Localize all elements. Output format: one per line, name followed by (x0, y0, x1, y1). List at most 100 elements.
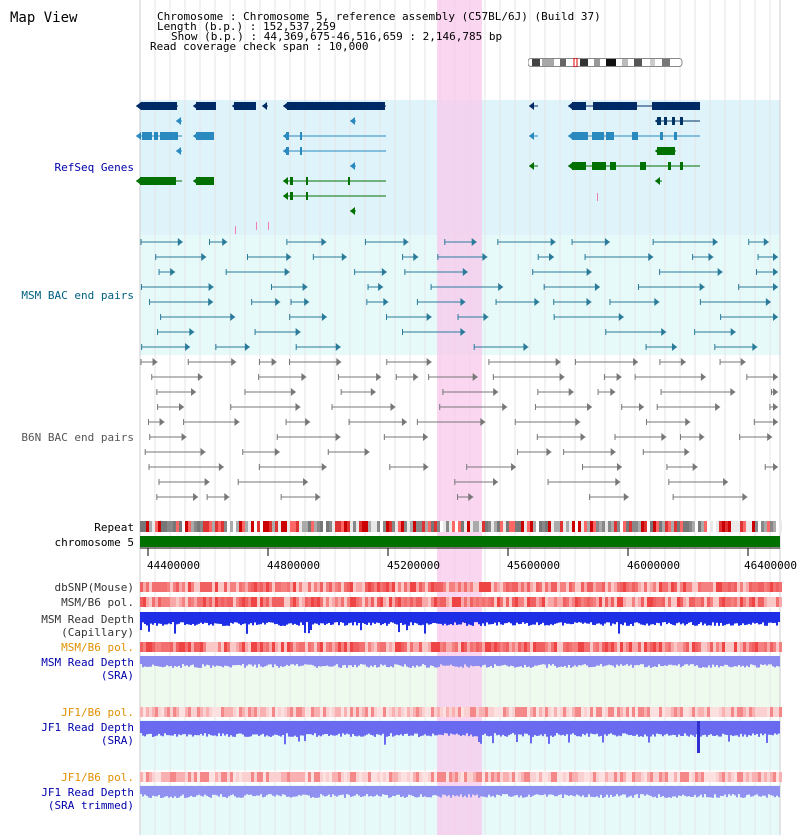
msm-bac-end-pair (692, 253, 714, 261)
msm-bac-end-pair (364, 238, 409, 246)
msm-bac-end-pair (225, 268, 290, 276)
b6n-bac-end-pair (442, 388, 499, 396)
jf1-b6-pol-trimmed-track (140, 772, 782, 782)
msm-read-depth-sra-label[interactable]: MSM Read Depth (41, 656, 134, 669)
msm-bac-end-pair (659, 268, 723, 276)
dbsnp-track (140, 582, 782, 592)
msm-b6-pol-track (140, 597, 782, 607)
b6n-bac-end-pair (389, 463, 429, 471)
gene-feature (136, 132, 182, 140)
msm-bac-end-pair (270, 283, 308, 291)
gene-feature (176, 147, 182, 155)
msm-bac-end-pair (416, 298, 466, 306)
b6n-bac-end-pair (660, 388, 736, 396)
b6n-bac-end-pair (331, 403, 396, 411)
gene-feature (283, 132, 386, 140)
msm-bac-end-pair (401, 328, 466, 336)
page-title: Map View (10, 10, 78, 26)
msm-read-depth-capillary-sublabel: (Capillary) (61, 626, 134, 639)
msm-bac-end-pair (158, 268, 176, 276)
msm-bac-end-pairs-label[interactable]: MSM BAC end pairs (21, 289, 134, 302)
b6n-bac-end-pair (340, 388, 376, 396)
msm-read-depth-sra-sublabel: (SRA) (100, 669, 134, 682)
msm-bac-end-pair (141, 343, 191, 351)
gene-feature (529, 132, 538, 140)
jf1-read-depth-trimmed-sublabel: (SRA trimmed) (47, 799, 134, 812)
b6n-bac-end-pair (770, 388, 778, 396)
msm-bac-end-pair (386, 313, 432, 321)
gene-feature (568, 132, 700, 140)
axis-tick-label: 46000000 (627, 559, 680, 572)
b6n-bac-end-pair (457, 493, 474, 501)
b6n-bac-end-pair (395, 373, 419, 381)
depth-spike (697, 721, 700, 753)
gene-feature (529, 162, 538, 170)
msm-b6-pol-label[interactable]: MSM/B6 pol. (61, 596, 134, 609)
b6n-bac-end-pair (719, 358, 746, 366)
b6n-bac-end-pair (672, 493, 748, 501)
jf1-read-depth-track (140, 721, 780, 745)
jf1-b6-pol-label[interactable]: JF1/B6 pol. (61, 706, 134, 719)
axis-tick-label: 45600000 (507, 559, 560, 572)
msm-bac-end-pair (251, 298, 281, 306)
selected-region-highlight[interactable] (437, 0, 482, 835)
coverage-info: Read coverage check span : 10,000 (150, 41, 369, 52)
gene-feature (136, 177, 182, 185)
b6n-bac-end-pair (574, 358, 639, 366)
gene-feature (193, 177, 214, 185)
b6n-bac-end-pair (280, 493, 321, 501)
msm-bac-end-pair (140, 238, 183, 246)
b6n-bac-end-pair (517, 448, 552, 456)
chromosome-ideogram[interactable] (527, 52, 683, 68)
refseq-genes-label[interactable]: RefSeq Genes (54, 161, 134, 174)
b6n-bac-end-pairs-label[interactable]: B6N BAC end pairs (21, 431, 134, 444)
msm-bac-end-pair (295, 343, 341, 351)
b6n-bac-end-pair (348, 418, 407, 426)
gene-feature (568, 162, 700, 170)
msm-b6-pol-sra-label[interactable]: MSM/B6 pol. (61, 641, 134, 654)
msm-bac-end-pair (254, 328, 301, 336)
msm-bac-end-pair (645, 343, 677, 351)
gene-feature (283, 177, 386, 185)
msm-bac-end-pair (495, 298, 540, 306)
coordinate-axis (140, 547, 780, 556)
msm-bac-end-pair (756, 268, 778, 276)
repeat-label: Repeat (94, 521, 134, 534)
msm-read-depth-capillary-track (140, 612, 780, 634)
b6n-bac-end-pair (258, 463, 327, 471)
b6n-bac-end-pair (597, 388, 616, 396)
chromosome-label: chromosome 5 (54, 536, 134, 549)
msm-bac-end-pair (312, 253, 347, 261)
jf1-read-depth-trimmed-label[interactable]: JF1 Read Depth (41, 786, 134, 799)
b6n-bac-end-pair (285, 418, 311, 426)
msm-bac-end-pair (497, 238, 556, 246)
snp-mark (597, 193, 598, 201)
snp-mark (256, 222, 257, 230)
b6n-bac-end-pair (454, 478, 499, 486)
jf1-b6-pol-trimmed-label[interactable]: JF1/B6 pol. (61, 771, 134, 784)
b6n-bac-end-pair (383, 433, 429, 441)
chromosome-key: Chromosome : (157, 10, 244, 23)
msm-read-depth-capillary-label[interactable]: MSM Read Depth (41, 613, 134, 626)
b6n-bac-end-pair (514, 418, 581, 426)
msm-bac-end-pair (289, 313, 327, 321)
b6n-bac-end-pair (337, 373, 382, 381)
msm-bac-end-pair (532, 268, 592, 276)
b6n-bac-end-pair (428, 373, 478, 381)
msm-bac-end-pair (473, 343, 529, 351)
msm-bac-end-pair (537, 253, 555, 261)
b6n-bac-end-pair (488, 358, 561, 366)
jf1-read-depth-label[interactable]: JF1 Read Depth (41, 721, 134, 734)
msm-bac-end-pair (652, 238, 718, 246)
gene-feature (568, 102, 700, 110)
msm-bac-end-pair (247, 253, 292, 261)
b6n-bac-end-pair (466, 463, 517, 471)
gene-feature (655, 177, 662, 185)
b6n-bac-end-pair (144, 448, 206, 456)
b6n-bac-end-pair (746, 373, 778, 381)
snp-mark (235, 226, 236, 234)
b6n-bac-end-pair (563, 448, 616, 456)
b6n-bac-end-pair (140, 358, 158, 366)
gene-feature (655, 147, 676, 155)
dbsnp-label[interactable]: dbSNP(Mouse) (54, 581, 134, 594)
